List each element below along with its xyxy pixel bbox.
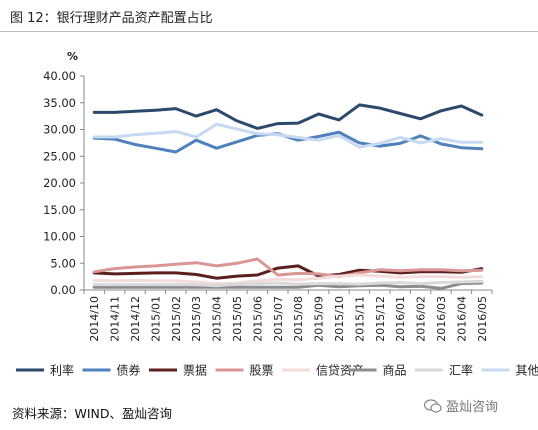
legend-label: 利率 — [50, 363, 74, 378]
x-tick-label: 2015/02 — [170, 296, 183, 342]
x-tick-label: 2015/11 — [353, 296, 366, 342]
series-line — [92, 257, 484, 279]
chart-title: 图 12：银行理财产品资产配置占比 — [10, 11, 213, 26]
x-tick-label: 2014/11 — [109, 296, 122, 342]
source-note: 资料来源：WIND、盈灿咨询 — [12, 406, 173, 421]
series-line — [92, 281, 484, 290]
series-line — [92, 279, 484, 288]
x-tick-label: 2015/01 — [149, 296, 162, 342]
y-axis-unit: % — [67, 50, 78, 63]
legend-label: 股票 — [250, 364, 274, 378]
y-tick-label: 30.00 — [43, 123, 76, 137]
x-tick-label: 2016/01 — [394, 296, 407, 342]
wechat-icon — [424, 398, 442, 413]
x-tick-label: 2016/05 — [476, 296, 489, 342]
series-line — [92, 264, 484, 280]
x-tick-label: 2015/03 — [190, 296, 203, 342]
x-tick-label: 2015/09 — [313, 296, 326, 342]
series-line — [92, 273, 484, 286]
watermark-text: 盈灿咨询 — [446, 400, 499, 415]
legend-label: 票据 — [183, 364, 207, 378]
x-tick-label: 2015/06 — [251, 296, 264, 342]
x-tick-label: 2016/04 — [455, 296, 468, 342]
y-tick-label: 15.00 — [43, 203, 76, 217]
y-tick-label: 0.00 — [50, 283, 76, 297]
y-tick-label: 5.00 — [50, 256, 76, 270]
x-tick-label: 2016/03 — [435, 296, 448, 342]
y-tick-label: 25.00 — [43, 149, 76, 163]
x-tick-label: 2015/08 — [292, 296, 305, 342]
x-tick-label: 2015/05 — [231, 296, 244, 342]
legend-label: 信贷资产 — [316, 364, 364, 378]
legend-label: 汇率 — [449, 363, 473, 378]
x-tick-label: 2016/02 — [415, 296, 428, 342]
x-tick-label: 2015/10 — [333, 296, 346, 342]
y-tick-label: 20.00 — [43, 176, 76, 190]
y-tick-label: 10.00 — [43, 230, 76, 244]
x-tick-label: 2015/04 — [211, 296, 224, 342]
legend-label: 债券 — [117, 363, 141, 378]
legend-label: 其他 — [516, 364, 538, 378]
y-tick-label: 40.00 — [43, 69, 76, 83]
x-tick-label: 2015/07 — [272, 296, 285, 342]
x-tick-label: 2014/12 — [129, 296, 142, 342]
title-divider — [0, 31, 538, 32]
y-tick-label: 35.00 — [43, 96, 76, 110]
series-line — [92, 122, 484, 149]
x-tick-label: 2014/10 — [88, 296, 101, 342]
series-line — [92, 103, 484, 130]
legend-label: 商品 — [383, 363, 407, 378]
watermark: 盈灿咨询 — [424, 396, 498, 415]
x-tick-label: 2015/12 — [374, 296, 387, 342]
